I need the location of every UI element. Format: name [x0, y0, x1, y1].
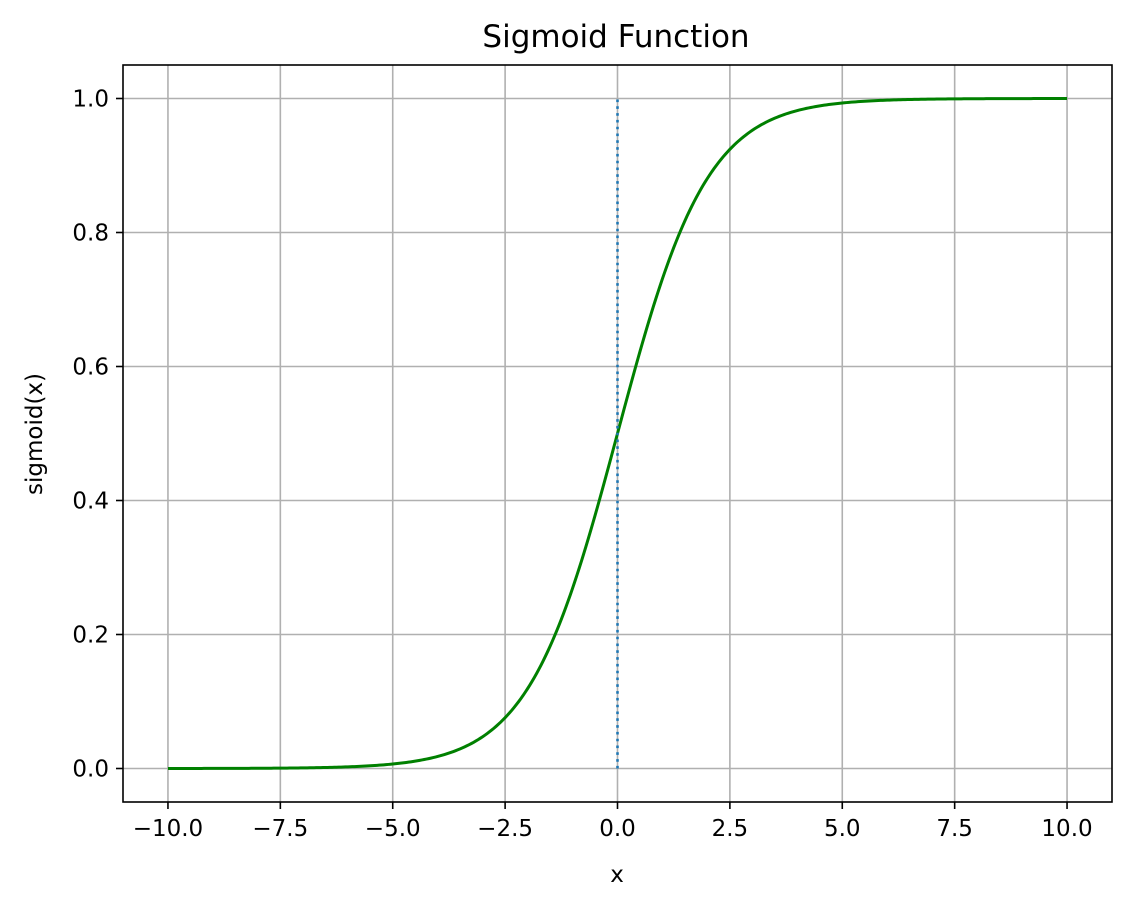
- x-tick-label: 2.5: [712, 816, 749, 842]
- y-tick-label: 0.8: [72, 221, 109, 247]
- y-tick-label: 0.2: [72, 623, 109, 649]
- x-tick-label: 5.0: [824, 816, 861, 842]
- y-tick-label: 0.6: [72, 355, 109, 381]
- x-tick-label: −2.5: [477, 816, 533, 842]
- x-tick-label: −10.0: [133, 816, 203, 842]
- series-layer: [167, 97, 1068, 770]
- x-tick-label: −7.5: [252, 816, 308, 842]
- y-tick-label: 0.0: [72, 757, 109, 783]
- y-axis-label: sigmoid(x): [22, 373, 48, 495]
- x-tick-label: 7.5: [936, 816, 973, 842]
- chart-title: Sigmoid Function: [482, 19, 749, 55]
- x-axis-label: x: [610, 862, 624, 888]
- y-tick-label: 0.4: [72, 489, 109, 515]
- x-tick-label: −5.0: [365, 816, 421, 842]
- x-axis-ticks: −10.0 −7.5 −5.0 −2.5 0.0 2.5 5.0 7.5 10.0: [133, 802, 1093, 842]
- x-tick-label: 0.0: [599, 816, 636, 842]
- y-axis-ticks: 0.0 0.2 0.4 0.6 0.8 1.0: [72, 87, 123, 783]
- y-tick-label: 1.0: [72, 87, 109, 113]
- x-tick-label: 10.0: [1041, 816, 1092, 842]
